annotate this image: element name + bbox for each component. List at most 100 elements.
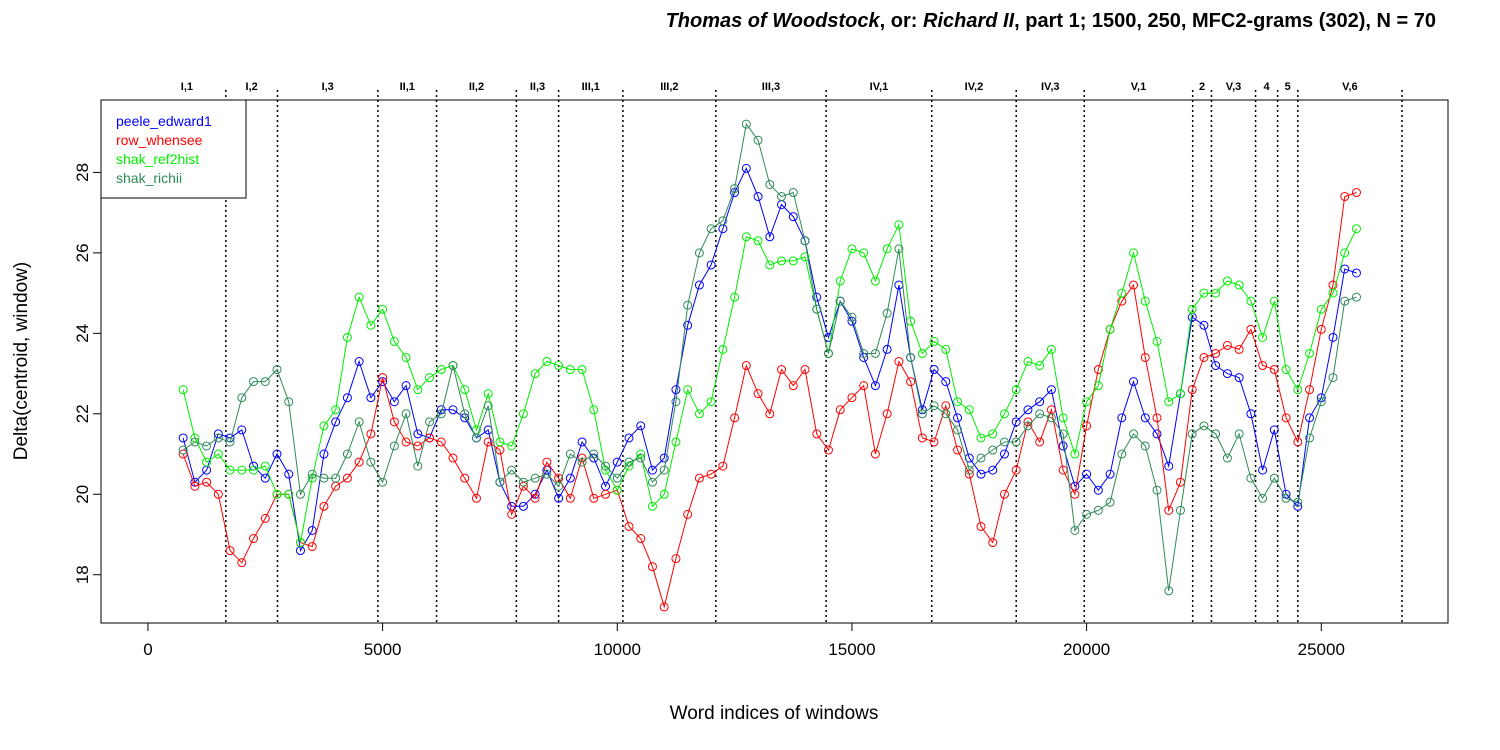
data-point <box>1082 421 1092 431</box>
data-point <box>225 546 235 556</box>
data-point <box>1222 453 1232 463</box>
data-point <box>378 304 388 314</box>
data-point <box>1129 248 1139 258</box>
data-point <box>483 437 493 447</box>
data-point <box>1105 497 1115 507</box>
data-point <box>859 381 869 391</box>
x-tick-label: 0 <box>143 640 152 659</box>
data-point <box>565 493 575 503</box>
data-point <box>295 489 305 499</box>
data-point <box>765 232 775 242</box>
data-point <box>354 292 364 302</box>
data-point <box>507 509 517 519</box>
data-point <box>741 361 751 371</box>
y-tick-label: 22 <box>73 404 92 423</box>
data-point <box>1082 509 1092 519</box>
data-point <box>284 397 294 407</box>
data-point <box>342 393 352 403</box>
data-point <box>1305 385 1315 395</box>
data-point <box>1129 280 1139 290</box>
data-point <box>906 352 916 362</box>
data-point <box>284 469 294 479</box>
data-point <box>1234 429 1244 439</box>
data-point <box>929 437 939 447</box>
data-point <box>389 417 399 427</box>
data-point <box>178 433 188 443</box>
data-point <box>847 393 857 403</box>
data-point <box>401 409 411 419</box>
data-point <box>389 397 399 407</box>
data-point <box>542 457 552 467</box>
data-point <box>1246 296 1256 306</box>
data-point <box>366 320 376 330</box>
data-point <box>1269 473 1279 483</box>
data-point <box>847 244 857 254</box>
scene-label: I,1 <box>181 81 193 93</box>
data-point <box>1011 437 1021 447</box>
data-point <box>1234 344 1244 354</box>
data-point <box>1340 192 1350 202</box>
data-point <box>929 365 939 375</box>
data-point <box>530 493 540 503</box>
data-point <box>835 296 845 306</box>
data-point <box>894 220 904 230</box>
data-point <box>917 409 927 419</box>
x-tick-label: 25000 <box>1298 640 1345 659</box>
data-point <box>542 469 552 479</box>
data-point <box>249 465 259 475</box>
data-point <box>554 361 564 371</box>
data-point <box>976 433 986 443</box>
data-point <box>1117 413 1127 423</box>
data-point <box>1199 288 1209 298</box>
data-point <box>612 457 622 467</box>
data-point <box>460 409 470 419</box>
data-point <box>706 224 716 234</box>
data-point <box>178 385 188 395</box>
scene-label: II,3 <box>530 81 545 93</box>
data-point <box>237 465 247 475</box>
legend-entry: row_whensee <box>116 132 203 148</box>
data-point <box>988 538 998 548</box>
data-point <box>1058 441 1068 451</box>
data-point <box>460 385 470 395</box>
data-point <box>436 365 446 375</box>
data-point <box>765 409 775 419</box>
data-point <box>319 449 329 459</box>
x-axis-label: Word indices of windows <box>670 703 879 724</box>
data-point <box>249 534 259 544</box>
data-point <box>870 348 880 358</box>
data-point <box>671 397 681 407</box>
data-point <box>753 135 763 145</box>
data-point <box>1305 433 1315 443</box>
data-point <box>647 477 657 487</box>
data-point <box>1023 357 1033 366</box>
data-point <box>659 453 669 463</box>
data-point <box>401 352 411 362</box>
data-point <box>1093 485 1103 495</box>
data-point <box>683 509 693 519</box>
data-point <box>1058 413 1068 423</box>
data-point <box>530 473 540 483</box>
data-point <box>1140 441 1150 451</box>
data-point <box>859 248 869 258</box>
data-point <box>1011 385 1021 395</box>
data-point <box>213 433 223 443</box>
data-point <box>1046 385 1056 395</box>
data-point <box>518 501 528 511</box>
data-point <box>777 365 787 375</box>
data-point <box>1234 280 1244 290</box>
data-point <box>1269 425 1279 435</box>
data-point <box>319 473 329 483</box>
data-point <box>1035 397 1045 407</box>
data-point <box>941 377 951 387</box>
data-point <box>1082 469 1092 479</box>
data-point <box>1305 348 1315 358</box>
data-point <box>1234 373 1244 383</box>
data-point <box>1340 248 1350 258</box>
data-point <box>741 119 751 129</box>
data-point <box>378 373 388 383</box>
data-point <box>1258 361 1268 371</box>
data-point <box>448 405 458 415</box>
data-point <box>1093 505 1103 515</box>
data-point <box>988 429 998 439</box>
